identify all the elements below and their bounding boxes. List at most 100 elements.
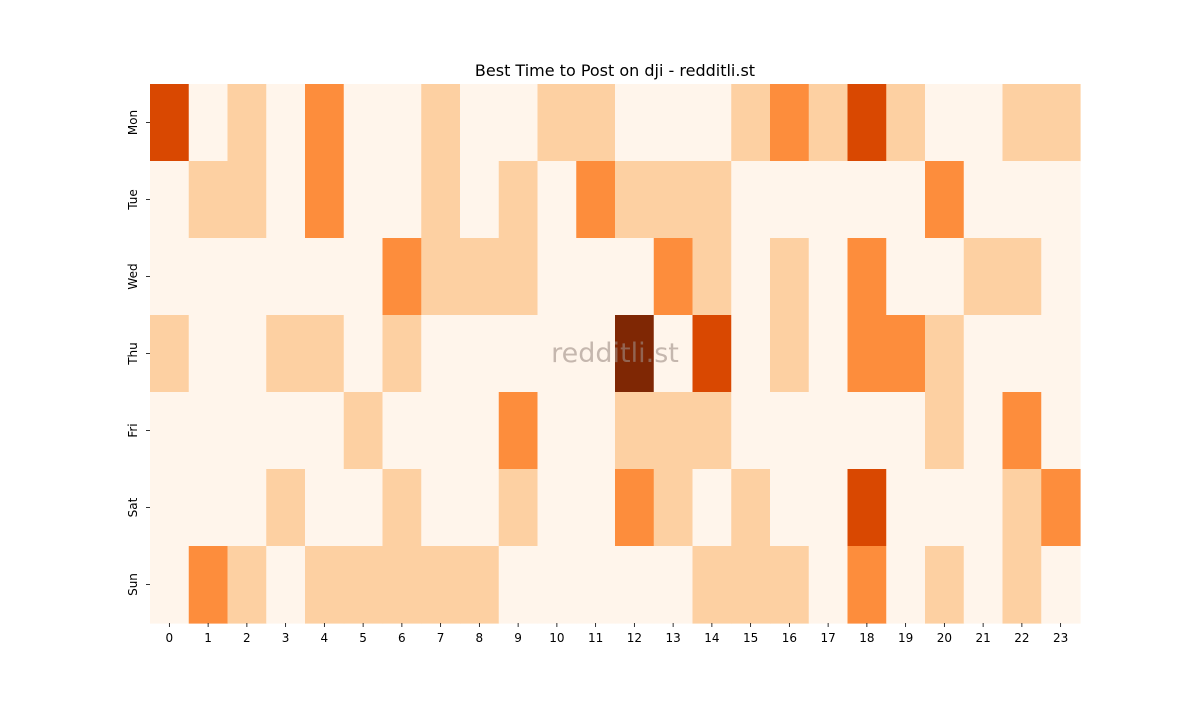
heatmap-cell-tue-23 bbox=[1041, 161, 1081, 239]
y-tick-label-sat: Sat bbox=[126, 497, 140, 517]
heatmap-cell-wed-13 bbox=[653, 238, 694, 316]
x-tick-label-15: 15 bbox=[743, 631, 758, 645]
heatmap-cell-fri-20 bbox=[925, 392, 965, 470]
heatmap-cell-wed-2 bbox=[227, 238, 267, 316]
y-tick-label-fri: Fri bbox=[126, 423, 140, 437]
chart-title: Best Time to Post on dji - redditli.st bbox=[475, 61, 755, 80]
heatmap-cell-fri-3 bbox=[266, 392, 306, 470]
heatmap-cell-thu-16 bbox=[770, 315, 810, 393]
heatmap-cell-thu-15 bbox=[731, 315, 771, 393]
y-tick-label-thu: Thu bbox=[126, 342, 140, 366]
x-tick-label-18: 18 bbox=[859, 631, 874, 645]
heatmap-cell-wed-4 bbox=[305, 238, 345, 316]
heatmap-cell-tue-9 bbox=[498, 161, 539, 239]
heatmap-cell-sun-16 bbox=[770, 546, 810, 624]
heatmap-cell-sat-0 bbox=[150, 469, 190, 547]
heatmap-cell-sun-0 bbox=[150, 546, 190, 624]
heatmap-cell-sat-13 bbox=[653, 469, 694, 547]
heatmap-cell-sat-15 bbox=[731, 469, 771, 547]
x-tick-label-6: 6 bbox=[398, 631, 406, 645]
heatmap-cell-sat-20 bbox=[925, 469, 965, 547]
heatmap-cell-thu-4 bbox=[305, 315, 345, 393]
heatmap-cell-wed-22 bbox=[1002, 238, 1042, 316]
heatmap-cell-thu-14 bbox=[692, 315, 732, 393]
heatmap-cell-thu-8 bbox=[460, 315, 500, 393]
heatmap-cell-fri-1 bbox=[188, 392, 229, 470]
heatmap-cell-thu-10 bbox=[537, 315, 577, 393]
heatmap-cell-fri-22 bbox=[1002, 392, 1042, 470]
heatmap-cell-wed-6 bbox=[382, 238, 422, 316]
heatmap-cell-mon-16 bbox=[770, 84, 810, 162]
x-axis: 0 1 2 3 4 5 6 7 8 9 10 11 12 13 14 15 16 17 18 19 20 21 22 23 bbox=[166, 623, 1068, 645]
x-tick-label-23: 23 bbox=[1053, 631, 1068, 645]
heatmap-cell-fri-17 bbox=[808, 392, 849, 470]
heatmap-cell-thu-3 bbox=[266, 315, 306, 393]
heatmap-cell-tue-20 bbox=[925, 161, 965, 239]
y-tick-label-tue: Tue bbox=[126, 189, 140, 211]
heatmap-cell-wed-5 bbox=[343, 238, 384, 316]
heatmap-cell-thu-13 bbox=[653, 315, 694, 393]
heatmap-cell-tue-11 bbox=[576, 161, 616, 239]
heatmap-cell-tue-18 bbox=[847, 161, 887, 239]
heatmap-cell-fri-16 bbox=[770, 392, 810, 470]
heatmap-cell-tue-15 bbox=[731, 161, 771, 239]
heatmap-cell-sat-7 bbox=[421, 469, 461, 547]
heatmap-cell-sun-2 bbox=[227, 546, 267, 624]
heatmap-cell-sat-1 bbox=[188, 469, 229, 547]
heatmap-cell-tue-14 bbox=[692, 161, 732, 239]
heatmap-cell-sun-19 bbox=[886, 546, 926, 624]
heatmap-cell-tue-10 bbox=[537, 161, 577, 239]
heatmap-cell-sun-13 bbox=[653, 546, 694, 624]
heatmap-cell-tue-0 bbox=[150, 161, 190, 239]
heatmap-cell-thu-0 bbox=[150, 315, 190, 393]
heatmap-cell-sat-4 bbox=[305, 469, 345, 547]
heatmap-cell-sat-2 bbox=[227, 469, 267, 547]
heatmap-cell-mon-5 bbox=[343, 84, 384, 162]
x-tick-label-16: 16 bbox=[782, 631, 797, 645]
heatmap-cells bbox=[150, 84, 1081, 624]
heatmap-cell-wed-12 bbox=[615, 238, 655, 316]
watermark: redditli.st bbox=[551, 338, 679, 369]
heatmap-cell-tue-6 bbox=[382, 161, 422, 239]
x-tick-label-10: 10 bbox=[549, 631, 564, 645]
heatmap-cell-sat-17 bbox=[808, 469, 849, 547]
heatmap-cell-sun-20 bbox=[925, 546, 965, 624]
heatmap-cell-thu-2 bbox=[227, 315, 267, 393]
x-tick-label-7: 7 bbox=[437, 631, 445, 645]
x-tick-label-9: 9 bbox=[514, 631, 522, 645]
heatmap-cell-thu-11 bbox=[576, 315, 616, 393]
heatmap-cell-tue-2 bbox=[227, 161, 267, 239]
heatmap-cell-fri-7 bbox=[421, 392, 461, 470]
heatmap-cell-sat-3 bbox=[266, 469, 306, 547]
heatmap-cell-sat-14 bbox=[692, 469, 732, 547]
heatmap-cell-sat-19 bbox=[886, 469, 926, 547]
heatmap-cell-sun-22 bbox=[1002, 546, 1042, 624]
heatmap-cell-tue-1 bbox=[188, 161, 229, 239]
heatmap-cell-thu-18 bbox=[847, 315, 887, 393]
heatmap-cell-mon-14 bbox=[692, 84, 732, 162]
heatmap-cell-sun-5 bbox=[343, 546, 384, 624]
heatmap-cell-mon-9 bbox=[498, 84, 539, 162]
x-tick-label-20: 20 bbox=[937, 631, 952, 645]
heatmap-cell-mon-19 bbox=[886, 84, 926, 162]
heatmap-cell-thu-21 bbox=[963, 315, 1004, 393]
heatmap-cell-thu-22 bbox=[1002, 315, 1042, 393]
heatmap-cell-fri-11 bbox=[576, 392, 616, 470]
heatmap-cell-wed-1 bbox=[188, 238, 229, 316]
heatmap-cell-fri-4 bbox=[305, 392, 345, 470]
x-tick-label-17: 17 bbox=[820, 631, 835, 645]
heatmap-cell-wed-14 bbox=[692, 238, 732, 316]
heatmap-cell-sun-17 bbox=[808, 546, 849, 624]
heatmap-cell-thu-7 bbox=[421, 315, 461, 393]
heatmap-cell-sun-1 bbox=[188, 546, 229, 624]
x-tick-label-5: 5 bbox=[359, 631, 367, 645]
x-tick-label-3: 3 bbox=[282, 631, 290, 645]
heatmap-cell-sun-18 bbox=[847, 546, 887, 624]
heatmap-cell-sun-12 bbox=[615, 546, 655, 624]
heatmap-cell-wed-20 bbox=[925, 238, 965, 316]
heatmap-cell-thu-20 bbox=[925, 315, 965, 393]
heatmap-cell-tue-19 bbox=[886, 161, 926, 239]
x-tick-label-14: 14 bbox=[704, 631, 719, 645]
